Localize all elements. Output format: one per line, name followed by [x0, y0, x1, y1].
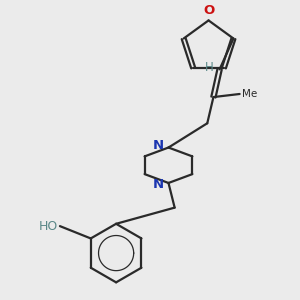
- Text: N: N: [153, 140, 164, 152]
- Text: N: N: [153, 178, 164, 191]
- Text: H: H: [205, 61, 213, 74]
- Text: HO: HO: [38, 220, 58, 232]
- Text: Me: Me: [242, 89, 257, 99]
- Text: O: O: [203, 4, 214, 16]
